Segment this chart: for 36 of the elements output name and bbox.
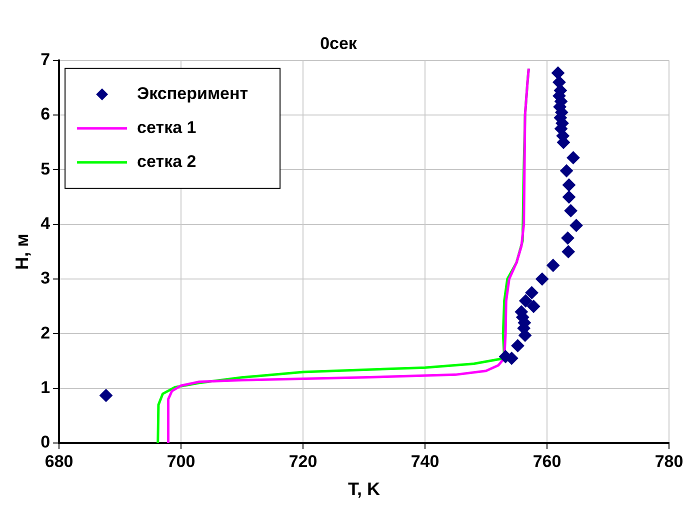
point (560, 164, 574, 178)
point (562, 245, 575, 258)
y-tick-label: 6 (40, 104, 50, 124)
y-tick-label: 5 (40, 159, 50, 178)
point (570, 218, 583, 232)
y-tick-label: 7 (40, 50, 50, 70)
point (519, 294, 532, 308)
point (566, 151, 580, 164)
x-tick-label: 760 (532, 452, 562, 471)
point (562, 190, 576, 204)
y-tick-label: 4 (40, 214, 51, 234)
point (564, 204, 578, 218)
y-tick-label: 3 (40, 268, 50, 288)
point (511, 339, 524, 352)
point (527, 300, 540, 313)
point (100, 388, 113, 402)
point (561, 232, 574, 245)
y-tick-label: 0 (40, 432, 50, 452)
x-axis-title: T, K (348, 479, 380, 500)
x-tick-label: 680 (44, 452, 74, 471)
y-tick-label: 1 (40, 378, 50, 398)
point (546, 258, 560, 272)
legend-label: сетка 1 (137, 118, 196, 138)
legend-label: Эксперимент (137, 84, 248, 104)
legend-label: сетка 2 (137, 152, 196, 172)
y-tick-label: 2 (40, 323, 50, 342)
point (536, 272, 549, 286)
point (551, 66, 564, 80)
x-tick-label: 780 (654, 452, 684, 471)
point (562, 178, 576, 192)
point (525, 286, 538, 300)
chart-title: 0сек (320, 34, 358, 53)
y-axis-title: H, м (12, 234, 32, 270)
x-tick-label: 700 (166, 452, 196, 471)
x-tick-label: 720 (288, 452, 318, 471)
x-tick-label: 740 (410, 452, 440, 471)
